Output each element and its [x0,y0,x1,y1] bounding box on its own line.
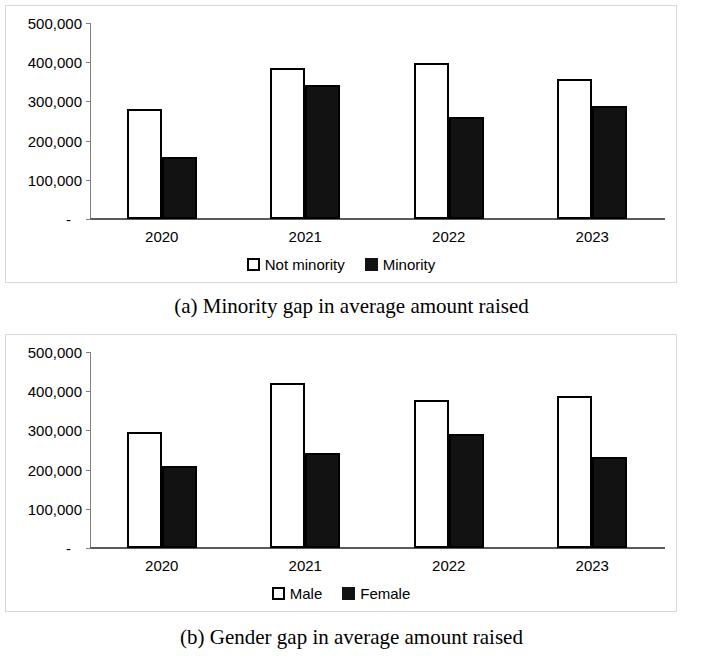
bar-minority-2020 [162,157,197,219]
y-tick-label: 100,000 [10,500,82,517]
legend-swatch-outline-icon [247,258,260,271]
y-tick-mark [86,391,91,392]
legend-entry: Female [342,585,410,602]
y-tick-mark [86,470,91,471]
bar-female-2021 [305,453,340,548]
legend-entry: Minority [365,256,436,273]
legend-label: Minority [383,256,436,273]
caption-minority-chart: (a) Minority gap in average amount raise… [0,294,703,319]
x-category-label: 2020 [90,557,234,574]
legend-swatch-filled-icon [365,258,378,271]
legend-label: Male [290,585,323,602]
y-axis-line [90,352,91,548]
y-tick-label: 400,000 [10,383,82,400]
bar-male-2023 [557,396,592,548]
y-tick-label: - [10,540,82,557]
legend-entry: Male [272,585,323,602]
y-tick-label: 400,000 [10,54,82,71]
x-category-label: 2022 [377,228,521,245]
bar-female-2020 [162,466,197,548]
y-tick-label: 300,000 [10,93,82,110]
bar-female-2022 [449,434,484,548]
bar-male-2021 [270,383,305,548]
y-tick-mark [86,62,91,63]
x-category-label: 2022 [377,557,521,574]
y-tick-mark [86,101,91,102]
x-category-label: 2023 [521,228,665,245]
bar-not-minority-2023 [557,79,592,219]
bar-minority-2021 [305,85,340,219]
y-tick-mark [86,548,91,549]
y-tick-mark [86,23,91,24]
legend-swatch-filled-icon [342,587,355,600]
y-tick-mark [86,141,91,142]
bar-minority-2022 [449,117,484,219]
legend-label: Not minority [265,256,345,273]
y-tick-mark [86,180,91,181]
y-tick-mark [86,509,91,510]
y-tick-label: 500,000 [10,15,82,32]
bar-female-2023 [592,457,627,548]
bar-male-2022 [414,400,449,548]
bar-not-minority-2020 [127,109,162,219]
bar-minority-2023 [592,106,627,219]
y-tick-label: 200,000 [10,132,82,149]
y-tick-label: 300,000 [10,422,82,439]
chart-panel-minority: 500,000 400,000 300,000 200,000 100,000 - 202… [5,5,677,283]
x-category-label: 2023 [521,557,665,574]
bar-male-2020 [127,432,162,548]
caption-gender-chart: (b) Gender gap in average amount raised [0,625,703,650]
x-category-label: 2020 [90,228,234,245]
legend-label: Female [360,585,410,602]
y-tick-label: 200,000 [10,461,82,478]
bar-not-minority-2022 [414,63,449,219]
chart-legend: Not minority Minority [6,256,676,273]
x-category-label: 2021 [234,557,378,574]
legend-swatch-outline-icon [272,587,285,600]
x-category-label: 2021 [234,228,378,245]
bar-not-minority-2021 [270,68,305,219]
y-axis-line [90,23,91,219]
legend-entry: Not minority [247,256,345,273]
y-tick-label: 100,000 [10,171,82,188]
chart-panel-gender: 500,000 400,000 300,000 200,000 100,000 - 202… [5,334,677,612]
chart-legend: Male Female [6,585,676,602]
y-tick-mark [86,352,91,353]
y-tick-label: - [10,211,82,228]
y-tick-mark [86,219,91,220]
y-tick-mark [86,430,91,431]
y-tick-label: 500,000 [10,344,82,361]
